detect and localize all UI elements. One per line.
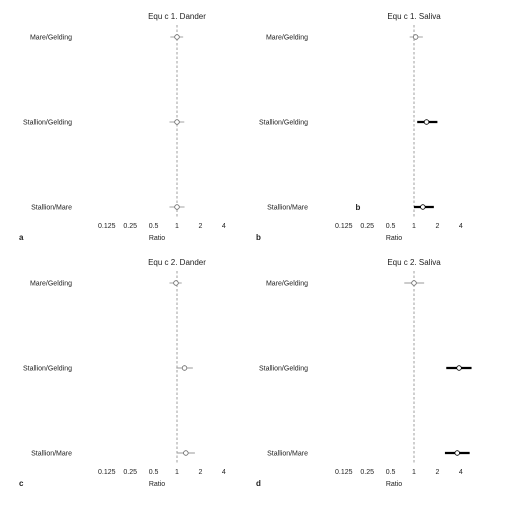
panel-b-category-label: Stallion/Mare	[267, 205, 308, 212]
panel-c-point-estimate	[183, 450, 189, 456]
panel-c-category-label: Mare/Gelding	[30, 281, 72, 288]
panel-a-tick-label: 1	[175, 223, 179, 230]
panel-c-tick-label: 0.125	[98, 469, 116, 476]
panel-b-xlabel: Ratio	[386, 235, 402, 242]
panel-c-tick-label: 0.5	[149, 469, 159, 476]
panel-a-title: Equ c 1. Dander	[148, 12, 206, 21]
panel-d-tick-label: 0.5	[386, 469, 396, 476]
panel-a-tick-label: 2	[198, 223, 202, 230]
panel-a-point-estimate	[174, 34, 180, 40]
panel-b-tick-label: 0.25	[360, 223, 374, 230]
panel-d-tick-label: 0.125	[335, 469, 353, 476]
panel-a-tick-label: 0.25	[123, 223, 137, 230]
panel-b-title: Equ c 1. Saliva	[387, 12, 441, 21]
panel-d-point-estimate	[454, 450, 460, 456]
panel-c-point-estimate	[181, 365, 188, 371]
panel-a-point-estimate	[174, 204, 180, 210]
panel-a-xlabel: Ratio	[149, 235, 165, 242]
panel-b-point-estimate	[412, 34, 419, 40]
panel-d-point-estimate	[456, 365, 462, 371]
panel-d-tick-label: 4	[459, 469, 463, 476]
panel-c-category-label: Stallion/Mare	[31, 451, 72, 458]
panel-d-xlabel: Ratio	[386, 481, 402, 488]
panel-a-letter: a	[19, 233, 24, 242]
panel-b-tick-label: 1	[412, 223, 416, 230]
panel-b-tick-label: 4	[459, 223, 463, 230]
panel-d-tick-label: 2	[435, 469, 439, 476]
panel-c-tick-label: 1	[175, 469, 179, 476]
panel-b-category-label: Stallion/Gelding	[259, 120, 308, 127]
panel-c-point-estimate	[173, 280, 179, 286]
panel-d-category-label: Stallion/Gelding	[259, 366, 308, 373]
panel-c-tick-label: 2	[198, 469, 202, 476]
panel-c-title: Equ c 2. Dander	[148, 258, 206, 267]
panel-c-tick-label: 4	[222, 469, 226, 476]
panel-c-category-label: Stallion/Gelding	[23, 366, 72, 373]
panel-d-category-label: Stallion/Mare	[267, 451, 308, 458]
panel-a-category-label: Mare/Gelding	[30, 35, 72, 42]
panel-c-tick-label: 0.25	[123, 469, 137, 476]
panel-b-category-label: Mare/Gelding	[266, 35, 308, 42]
panel-a-category-label: Stallion/Gelding	[23, 120, 72, 127]
panel-b-tick-label: 2	[435, 223, 439, 230]
panel-d-point-estimate	[411, 280, 417, 286]
panel-b-tick-label: 0.125	[335, 223, 353, 230]
panel-b-letter: b	[256, 233, 261, 242]
panel-a-category-label: Stallion/Mare	[31, 205, 72, 212]
panel-a-point-estimate	[174, 119, 180, 125]
panel-b-point-estimate	[423, 119, 430, 125]
panel-c-xlabel: Ratio	[149, 481, 165, 488]
panel-b-inline-label: b	[356, 203, 361, 212]
panel-d-title: Equ c 2. Saliva	[387, 258, 441, 267]
panel-a-tick-label: 4	[222, 223, 226, 230]
panel-d-category-label: Mare/Gelding	[266, 281, 308, 288]
panel-d-tick-label: 0.25	[360, 469, 374, 476]
panel-d-tick-label: 1	[412, 469, 416, 476]
panel-b-point-estimate	[420, 204, 426, 210]
panel-b-tick-label: 0.5	[386, 223, 396, 230]
panel-a-tick-label: 0.5	[149, 223, 159, 230]
panel-c-letter: c	[19, 479, 24, 488]
panel-a-tick-label: 0.125	[98, 223, 116, 230]
panel-d-letter: d	[256, 479, 261, 488]
